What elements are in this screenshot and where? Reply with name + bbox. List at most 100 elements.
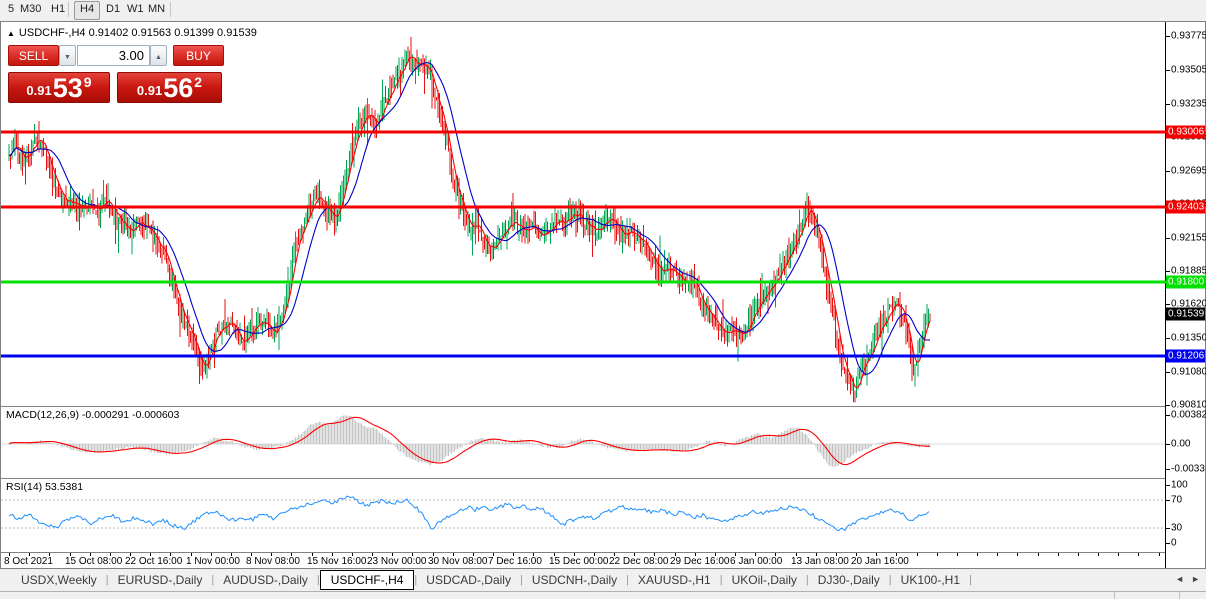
price-tag-0.93006: 0.93006 (1166, 125, 1205, 139)
tab-scroll-right-icon[interactable]: ► (1191, 574, 1200, 584)
time-axis-label: 23 Nov 00:00 (367, 556, 427, 567)
chart-tab-DJ30-Daily[interactable]: DJ30-,Daily (817, 573, 880, 587)
timeframe-button-5[interactable]: 5 (8, 3, 15, 15)
tab-separator: | (519, 574, 523, 586)
chart-tab-AUDUSD-Daily[interactable]: AUDUSD-,Daily (223, 573, 308, 587)
status-bar (0, 591, 1206, 599)
toolbar-separator (68, 2, 69, 17)
axis-tick-mark (1166, 485, 1170, 486)
price-axis-label: 0.00382 (1171, 409, 1206, 421)
time-axis-label: 15 Dec 00:00 (549, 556, 609, 567)
tab-separator: | (719, 574, 723, 586)
chart-tab-USDCHF-H4[interactable]: USDCHF-,H4 (319, 570, 415, 590)
sell-button[interactable]: SELL (8, 45, 59, 66)
time-axis-label: 30 Nov 08:00 (428, 556, 488, 567)
ask-price-big: 56 (163, 73, 194, 103)
price-axis-label: 70 (1171, 494, 1183, 506)
time-axis-tick (695, 553, 696, 556)
time-axis-tick (1058, 553, 1059, 556)
time-axis-tick (473, 553, 474, 556)
axis-tick-mark (1166, 528, 1170, 529)
price-tag-0.91800: 0.91800 (1166, 275, 1205, 289)
ma-slow-line (8, 62, 930, 375)
timeframe-button-M30[interactable]: M30 (20, 3, 42, 15)
timeframe-button-H1[interactable]: H1 (51, 3, 66, 15)
time-axis-tick (1017, 553, 1018, 556)
axis-tick-mark (1166, 104, 1170, 105)
rsi-line (8, 495, 930, 532)
time-axis-tick (856, 553, 857, 556)
time-axis-tick (735, 553, 736, 556)
time-axis-tick (291, 553, 292, 556)
price-axis-label: -0.0033 (1171, 463, 1205, 475)
ask-quote[interactable]: 0.91 56 2 (117, 72, 222, 103)
time-axis-tick (231, 553, 232, 556)
axis-tick-mark (1166, 338, 1170, 339)
axis-tick-mark (1166, 70, 1170, 71)
time-axis-tick (755, 553, 756, 556)
macd-signal-line (8, 416, 930, 466)
timeframe-button-D1[interactable]: D1 (106, 3, 121, 15)
price-level-line-0.91206[interactable] (1, 354, 1166, 358)
buy-button[interactable]: BUY (173, 45, 224, 66)
pane-splitter (1, 552, 1205, 553)
macd-pane[interactable]: MACD(12,26,9) -0.000291 -0.000603 (1, 407, 1166, 478)
axis-tick-mark (1166, 405, 1170, 406)
time-axis-tick (796, 553, 797, 556)
timeframe-button-MN[interactable]: MN (148, 3, 166, 15)
status-divider (1179, 592, 1180, 599)
chart-tab-USDX-Weekly[interactable]: USDX,Weekly (21, 573, 97, 587)
tab-separator: | (888, 574, 892, 586)
one-click-trade-panel: SELL ▼ ▲ BUY 0.91 53 9 0.91 56 2 (1, 45, 231, 107)
volume-increase-button[interactable]: ▲ (150, 45, 167, 66)
tab-separator: | (105, 574, 109, 586)
ask-price-pip: 2 (194, 74, 203, 90)
timeframe-button-H4[interactable]: H4 (74, 1, 101, 20)
collapse-trade-panel-icon[interactable]: ▲ (7, 29, 15, 38)
time-axis-tick (533, 553, 534, 556)
chart-tab-UK100-H1[interactable]: UK100-,H1 (900, 573, 961, 587)
axis-tick-mark (1166, 304, 1170, 305)
chart-tab-USDCNH-Daily[interactable]: USDCNH-,Daily (531, 573, 618, 587)
time-axis-label: 22 Dec 08:00 (609, 556, 669, 567)
price-level-line-0.93006[interactable] (1, 130, 1166, 134)
timeframe-toolbar: 5 M30 H1 H4 D1 W1 MN (0, 0, 1206, 22)
axis-tick-mark (1166, 238, 1170, 239)
price-level-line-0.92403[interactable] (1, 205, 1166, 209)
price-level-line-0.91800[interactable] (1, 280, 1166, 284)
price-axis-label: 0.93235 (1171, 98, 1206, 110)
time-axis-tick (271, 553, 272, 556)
volume-decrease-button[interactable]: ▼ (59, 45, 76, 66)
timeframe-button-W1[interactable]: W1 (127, 3, 144, 15)
tab-separator: | (626, 574, 630, 586)
chart-window[interactable]: ▲ USDCHF-,H4 0.91402 0.91563 0.91399 0.91… (0, 21, 1206, 569)
axis-tick-mark (1166, 171, 1170, 172)
price-pane[interactable]: ▲ USDCHF-,H4 0.91402 0.91563 0.91399 0.91… (1, 22, 1166, 406)
tab-scroll-left-icon[interactable]: ◄ (1175, 574, 1184, 584)
chart-tab-XAUUSD-H1[interactable]: XAUUSD-,H1 (638, 573, 711, 587)
status-divider (1114, 592, 1115, 599)
time-axis-label: 29 Dec 16:00 (670, 556, 730, 567)
chart-tab-bar: USDX,Weekly | EURUSD-,Daily | AUDUSD-,Daily |… (0, 569, 1206, 591)
time-axis-tick (412, 553, 413, 556)
rsi-pane[interactable]: RSI(14) 53.5381 (1, 479, 1166, 552)
bid-quote[interactable]: 0.91 53 9 (8, 72, 110, 103)
chart-tab-EURUSD-Daily[interactable]: EURUSD-,Daily (117, 573, 203, 587)
price-axis-label: 0.92155 (1171, 232, 1206, 244)
time-axis-tick (1098, 553, 1099, 556)
volume-input[interactable] (77, 45, 150, 66)
time-axis-tick (554, 553, 555, 556)
time-axis-label: 15 Nov 16:00 (307, 556, 367, 567)
price-tag-0.92403: 0.92403 (1166, 200, 1205, 214)
triangle-down-icon: ▼ (64, 54, 71, 61)
time-axis-tick (130, 553, 131, 556)
axis-tick-mark (1166, 36, 1170, 37)
ohlc-title: USDCHF-,H4 0.91402 0.91563 0.91399 0.915… (18, 27, 257, 39)
chart-title-row: ▲ USDCHF-,H4 0.91402 0.91563 0.91399 0.91… (7, 27, 257, 39)
time-axis-tick (574, 553, 575, 556)
chart-tab-USDCAD-Daily[interactable]: USDCAD-,Daily (426, 573, 511, 587)
chart-tab-UKOil-Daily[interactable]: UKOil-,Daily (731, 573, 797, 587)
pane-splitter[interactable] (1, 406, 1205, 407)
time-axis-tick (594, 553, 595, 556)
pane-splitter[interactable] (1, 478, 1205, 479)
